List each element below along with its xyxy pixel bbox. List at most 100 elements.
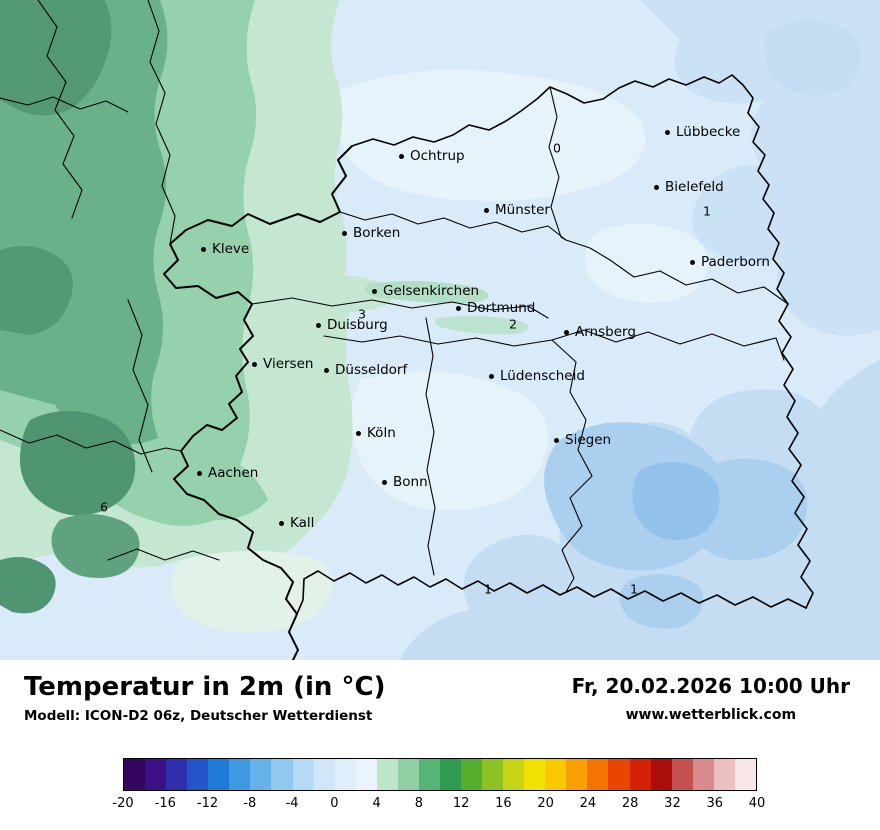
colorbar-tick-label: -20 (112, 796, 134, 811)
city-label: Viersen (263, 356, 314, 372)
map-labels-layer: Ochtrup Lübbecke Münster Bielefeld Borken Kle… (100, 124, 770, 597)
city-marker: Viersen (252, 356, 313, 372)
city-label: Aachen (208, 465, 259, 481)
footer: Temperatur in 2m (in °C) Modell: ICON-D2… (0, 660, 880, 830)
colorbar-segment (418, 759, 440, 790)
city-dot (456, 305, 461, 311)
city-marker: Borken (342, 225, 400, 241)
colorbar-segment (524, 759, 546, 790)
colorbar-segment (734, 759, 756, 790)
city-label: Kall (290, 515, 315, 531)
map-graphic (0, 0, 880, 660)
city-marker: Bonn (382, 474, 428, 490)
city-marker: Paderborn (690, 254, 770, 270)
colorbar-segment (208, 759, 230, 790)
city-label: Borken (353, 225, 401, 241)
city-marker: Düsseldorf (324, 362, 407, 378)
temp-value-label: 1 (703, 203, 711, 219)
city-marker: Duisburg (316, 317, 388, 333)
city-dot (201, 246, 206, 252)
colorbar-segment (334, 759, 356, 790)
colorbar-tick-label: 4 (372, 796, 381, 811)
city-label: Siegen (565, 432, 612, 448)
city-dot (197, 470, 202, 476)
colorbar-tick-label: -16 (154, 796, 176, 811)
colorbar-segment (566, 759, 588, 790)
city-dot (252, 361, 257, 367)
city-label: Bonn (393, 474, 428, 490)
temp-value-label: 0 (553, 140, 561, 156)
city-dot (654, 184, 659, 190)
colorbar-tick-label: -8 (243, 796, 257, 811)
city-dot (554, 437, 559, 443)
city-dot (665, 129, 670, 135)
colorbar-segment (145, 759, 167, 790)
colorbar-segment (608, 759, 630, 790)
map-title: Temperatur in 2m (in °C) (24, 672, 386, 702)
temp-value-label: 6 (100, 499, 108, 515)
city-label: Bielefeld (665, 179, 724, 195)
city-marker: Gelsenkirchen (372, 283, 479, 299)
colorbar-tick-label: 36 (706, 796, 723, 811)
city-dot (316, 322, 321, 328)
colorbar-tick-label: 12 (452, 796, 470, 811)
colorbar-segment (292, 759, 314, 790)
colorbar-segment (166, 759, 188, 790)
city-label: Kleve (212, 241, 250, 257)
city-label: Lüdenscheid (500, 368, 585, 384)
temp-value-label: 1 (484, 581, 492, 597)
temperature-colorbar (123, 758, 757, 791)
colorbar-tick-label: -12 (196, 796, 219, 811)
colorbar-segment (376, 759, 398, 790)
footer-right-block: Fr, 20.02.2026 10:00 Uhr www.wetterblick… (572, 674, 850, 723)
city-dot (342, 230, 347, 236)
colorbar-segment (461, 759, 483, 790)
temp-value-label: 2 (509, 316, 517, 332)
temp-value-label: 1 (630, 581, 638, 597)
city-label: Gelsenkirchen (383, 283, 480, 299)
city-marker: Bielefeld (654, 179, 724, 195)
colorbar-tick-label: 28 (621, 796, 639, 811)
city-dot (382, 479, 387, 485)
forecast-datetime: Fr, 20.02.2026 10:00 Uhr (571, 674, 850, 698)
colorbar-segment (187, 759, 209, 790)
city-label: Lübbecke (676, 124, 741, 140)
city-marker: Kleve (201, 241, 249, 257)
colorbar-tick-label: 20 (537, 796, 554, 811)
city-marker: Dortmund (456, 300, 535, 316)
colorbar-tick-label: 16 (495, 796, 512, 811)
weather-map: Ochtrup Lübbecke Münster Bielefeld Borken Kle… (0, 0, 880, 660)
city-dot (564, 329, 569, 335)
colorbar-segment (439, 759, 461, 790)
temp-value-label: 3 (358, 306, 366, 322)
colorbar-tick-label: 32 (664, 796, 681, 811)
city-marker: Lüdenscheid (489, 368, 585, 384)
colorbar-segment (355, 759, 377, 790)
colorbar-tick-label: 0 (330, 796, 339, 811)
city-label: Münster (495, 202, 550, 218)
colorbar-segment (397, 759, 419, 790)
city-dot (372, 288, 377, 294)
city-dot (484, 207, 489, 213)
colorbar-segment (229, 759, 251, 790)
colorbar-segment (650, 759, 672, 790)
city-label: Arnsberg (575, 324, 636, 340)
colorbar-ticks: -20 -16 -12 -8 -4 0 4 8 12 16 20 24 28 32 36 40 (0, 796, 880, 816)
city-marker: Kall (279, 515, 314, 531)
city-marker: Ochtrup (399, 148, 465, 164)
website-link: www.wetterblick.com (625, 707, 797, 723)
colorbar-segment (713, 759, 735, 790)
colorbar-segment (271, 759, 293, 790)
model-info: Modell: ICON-D2 06z, Deutscher Wetterdie… (24, 708, 373, 724)
city-label: Paderborn (701, 254, 770, 270)
city-label: Ochtrup (410, 148, 465, 164)
city-marker: Münster (484, 202, 550, 218)
colorbar-segment (692, 759, 714, 790)
colorbar-segment (587, 759, 609, 790)
city-marker: Aachen (197, 465, 258, 481)
colorbar-tick-label: -4 (285, 796, 299, 811)
colorbar-segment (671, 759, 693, 790)
city-marker: Köln (356, 425, 396, 441)
city-dot (279, 520, 284, 526)
colorbar-tick-label: 24 (579, 796, 597, 811)
